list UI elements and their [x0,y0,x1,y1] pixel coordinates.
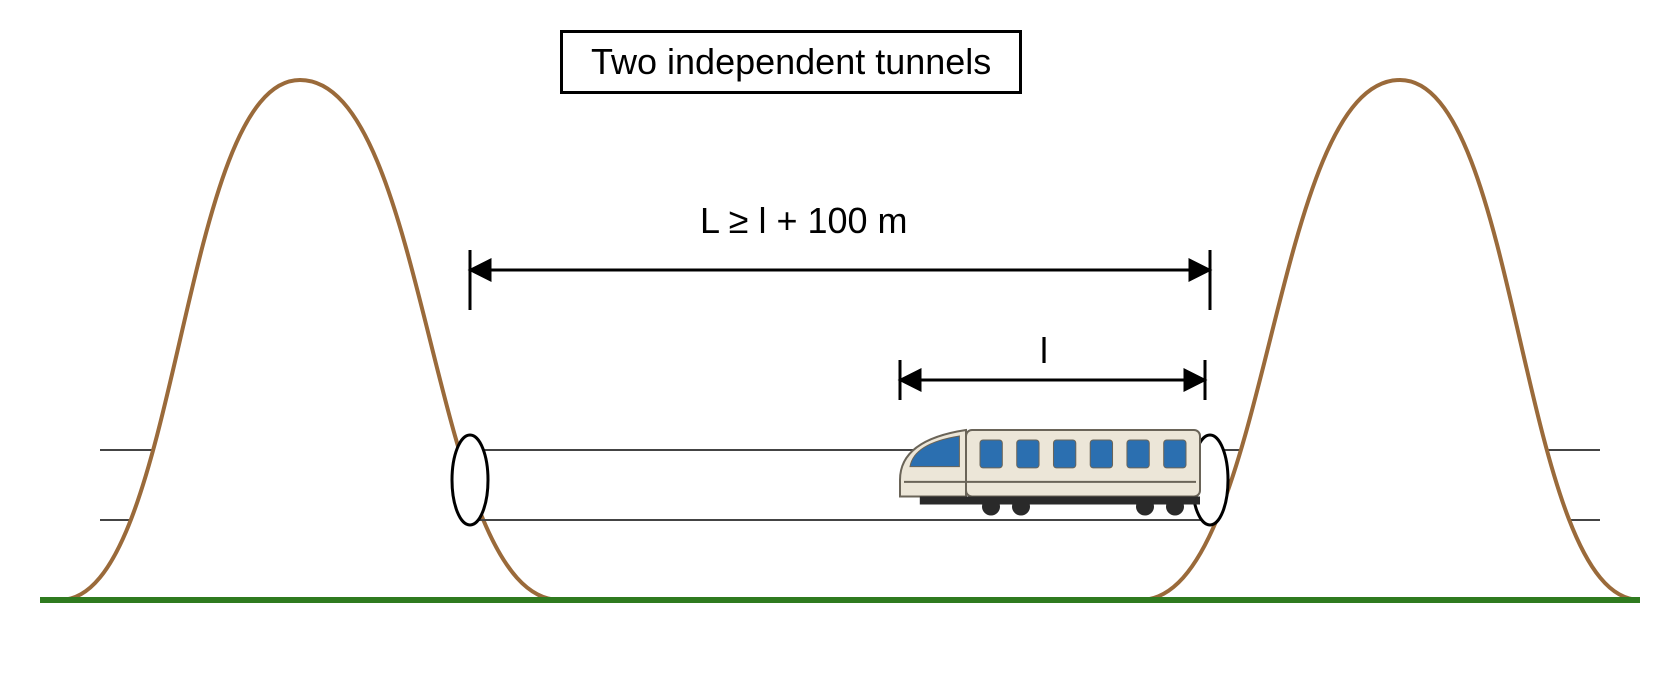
diagram-scene [0,0,1680,674]
train-icon [900,430,1200,516]
tunnel-portal_left [452,435,488,525]
